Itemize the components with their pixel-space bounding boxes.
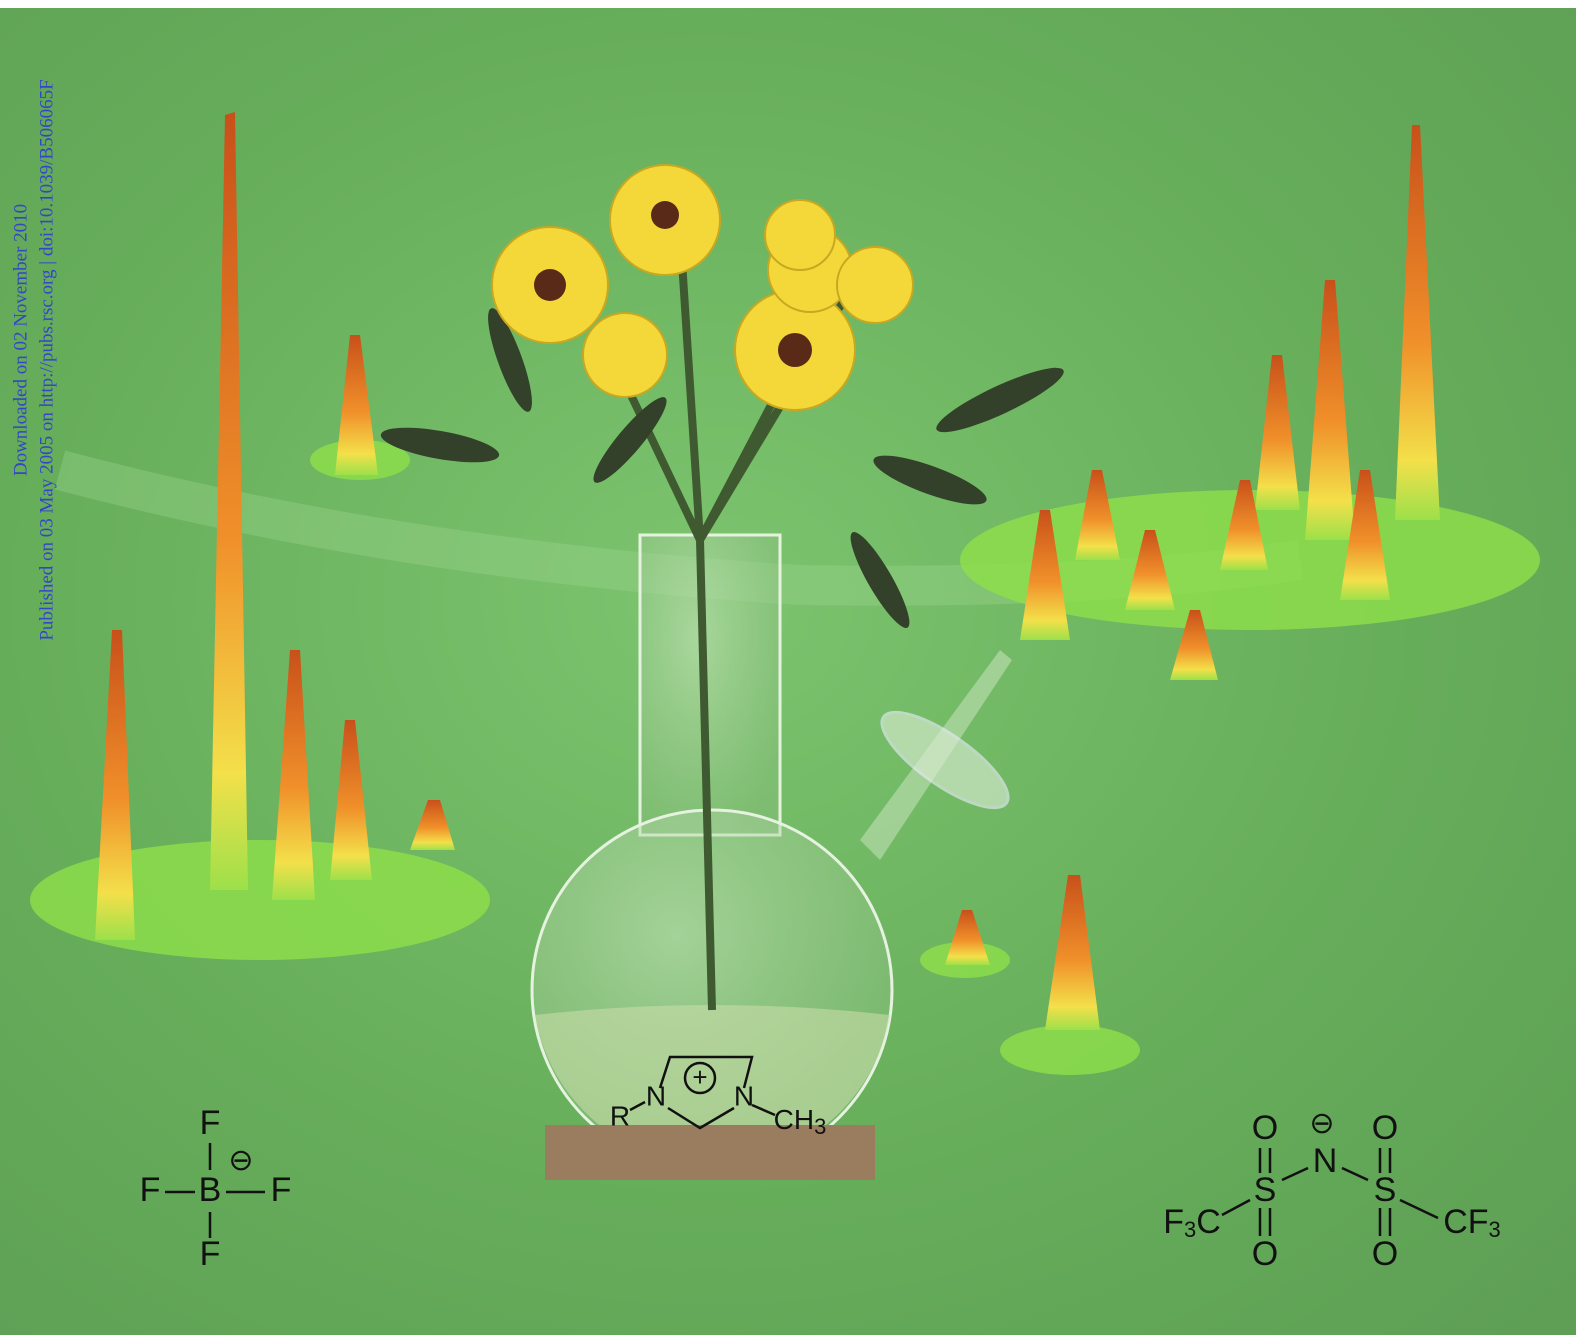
page: { "watermark": { "line1": "Downloaded on… xyxy=(0,0,1576,1335)
atom: N xyxy=(734,1080,754,1111)
atom: O xyxy=(1252,1109,1278,1147)
atom-symbol: C xyxy=(1196,1203,1221,1241)
cover: Downloaded on 02 November 2010 Published… xyxy=(0,0,1576,1335)
atom: F xyxy=(200,1235,221,1273)
atom: R xyxy=(610,1100,630,1131)
atom-symbol: F xyxy=(1163,1203,1184,1241)
atom: O xyxy=(1372,1235,1398,1273)
atom-symbol: CH xyxy=(774,1104,814,1135)
publication-note: Published on 03 May 2005 on http://pubs.… xyxy=(36,79,57,640)
atom: F xyxy=(271,1171,292,1209)
atom: S xyxy=(1254,1171,1277,1209)
subscript: 3 xyxy=(814,1114,826,1139)
atom-symbol: CF xyxy=(1443,1203,1488,1241)
subscript: 3 xyxy=(1489,1217,1501,1242)
atom: F xyxy=(200,1104,221,1142)
atom: O xyxy=(1372,1109,1398,1147)
download-note: Downloaded on 02 November 2010 xyxy=(10,204,31,476)
atom: O xyxy=(1252,1235,1278,1273)
atom: N xyxy=(646,1080,666,1111)
top-strip xyxy=(0,0,1576,8)
charge: + xyxy=(692,1062,707,1092)
atom: B xyxy=(199,1171,222,1209)
atom: S xyxy=(1374,1171,1397,1209)
charge: ⊖ xyxy=(228,1144,253,1177)
charge: ⊖ xyxy=(1309,1107,1334,1140)
atom: N xyxy=(1313,1142,1338,1180)
atom: F xyxy=(140,1171,161,1209)
subscript: 3 xyxy=(1184,1217,1196,1242)
